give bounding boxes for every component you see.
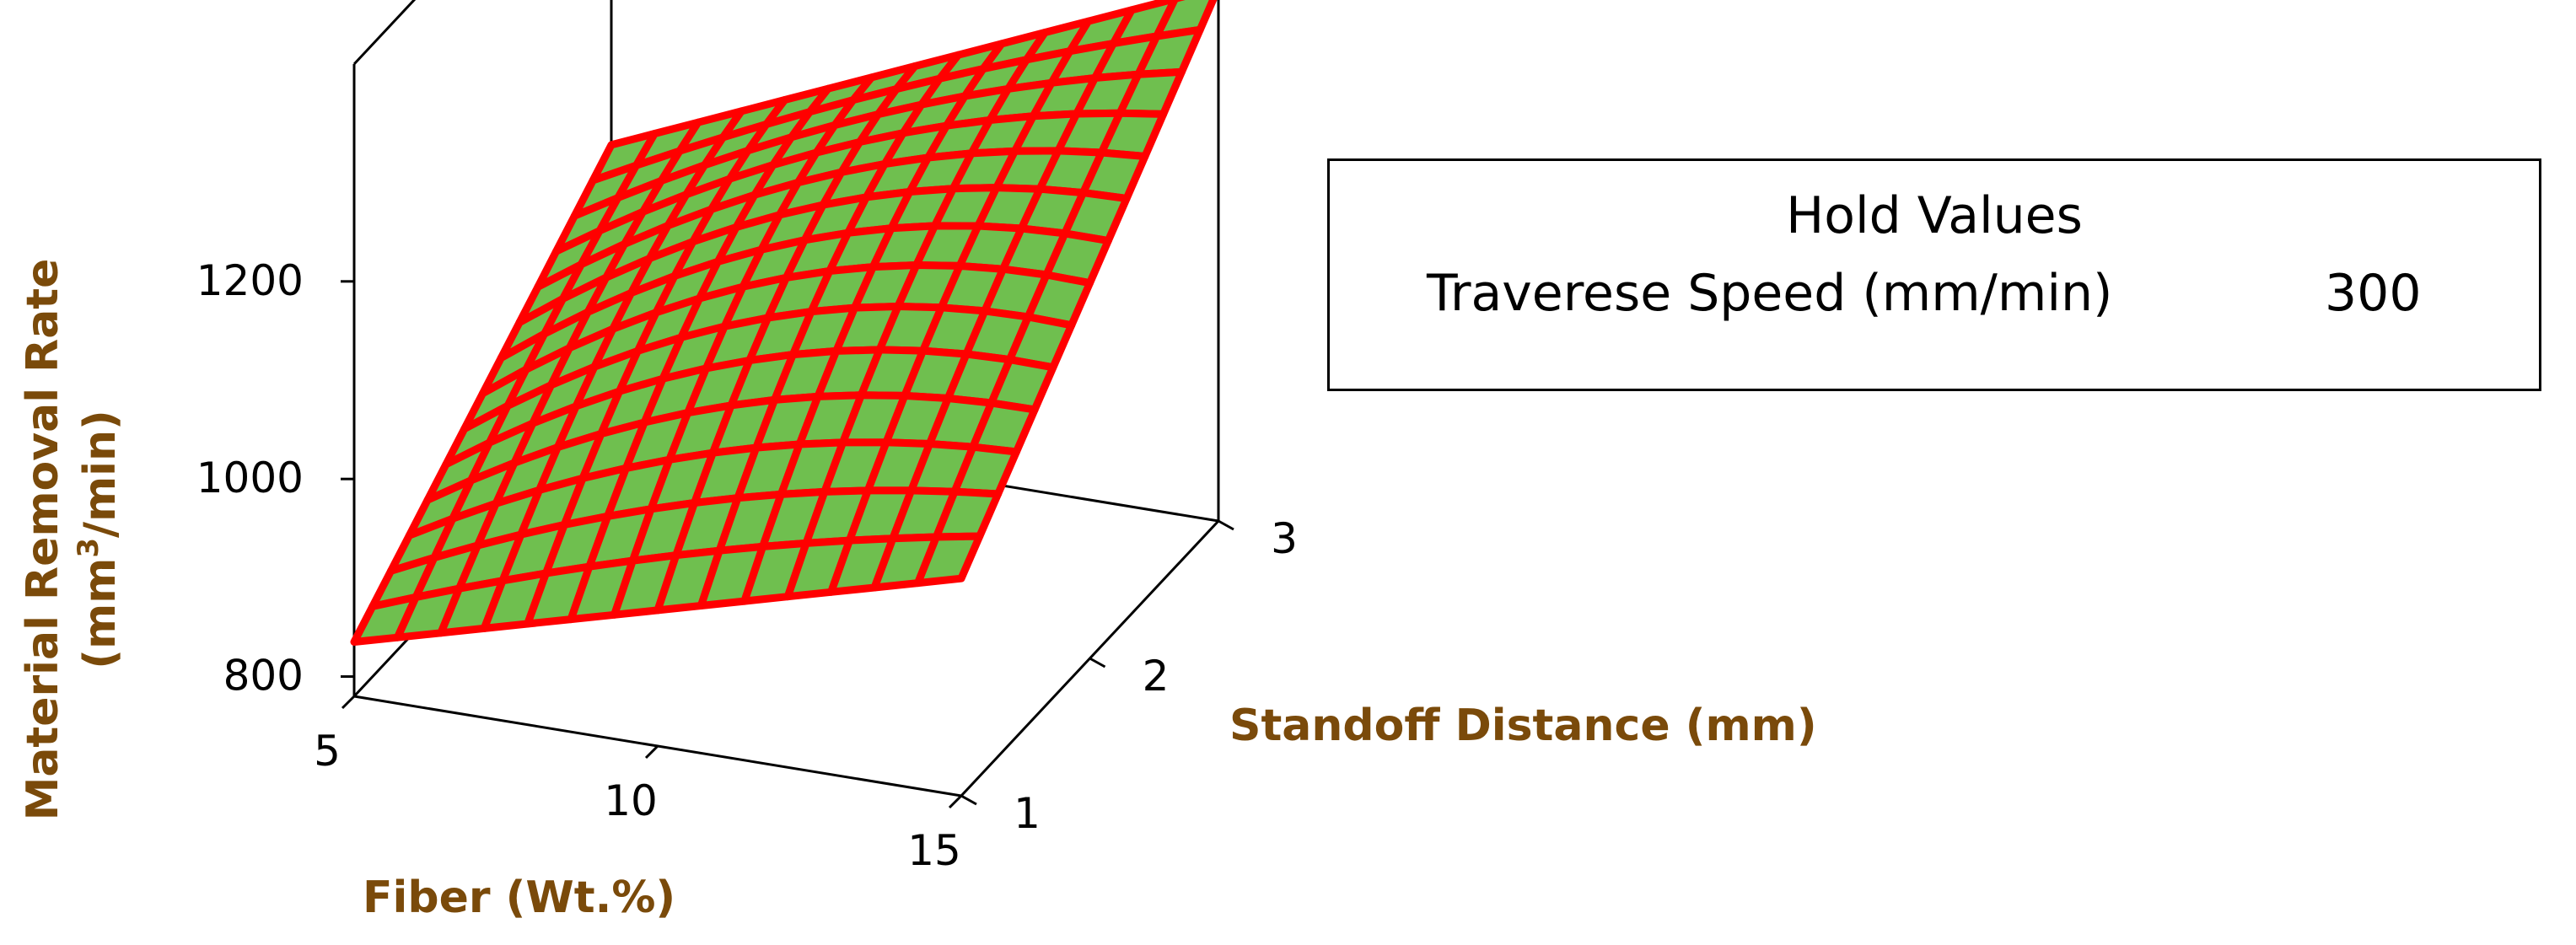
hold-values-value: 300: [2325, 264, 2422, 323]
x-tick: [948, 794, 963, 809]
surface-cell: [914, 532, 984, 588]
x-tick: [644, 744, 659, 760]
y-tick: [1089, 657, 1106, 668]
top-left-edge: [352, 0, 417, 66]
z-axis-title-line1: Material Removal Rate: [18, 259, 68, 821]
hold-values-title: Hold Values: [1786, 186, 2083, 245]
z-axis-title-line2: (mm3/min): [72, 410, 126, 669]
response-surface: [350, 0, 1218, 646]
z-tick-label: 1000: [196, 454, 304, 502]
y-tick-label: 1: [1014, 789, 1041, 838]
y-axis-title: Standoff Distance (mm): [1229, 701, 1817, 751]
z-tick-label: 800: [223, 652, 304, 701]
axis-labels: Fiber (Wt.%) Standoff Distance (mm) Mate…: [18, 259, 1817, 923]
x-tick-label: 5: [314, 727, 341, 776]
y-tick-label: 3: [1271, 514, 1298, 563]
z-tick-label: 1200: [196, 256, 304, 305]
hold-values-panel: Hold Values Traverese Speed (mm/min) 300: [1327, 158, 2541, 391]
y-tick: [960, 794, 977, 806]
x-tick-label: 10: [604, 776, 658, 825]
hold-values-label: Traverese Speed (mm/min): [1427, 264, 2113, 323]
y-tick-label: 2: [1143, 652, 1170, 701]
x-axis-title: Fiber (Wt.%): [363, 873, 675, 923]
y-tick: [1218, 519, 1234, 531]
axes: 800 1000 1200 5 10 15 1 2 3: [196, 256, 1298, 875]
x-tick: [341, 695, 356, 710]
x-tick-label: 15: [907, 826, 961, 875]
